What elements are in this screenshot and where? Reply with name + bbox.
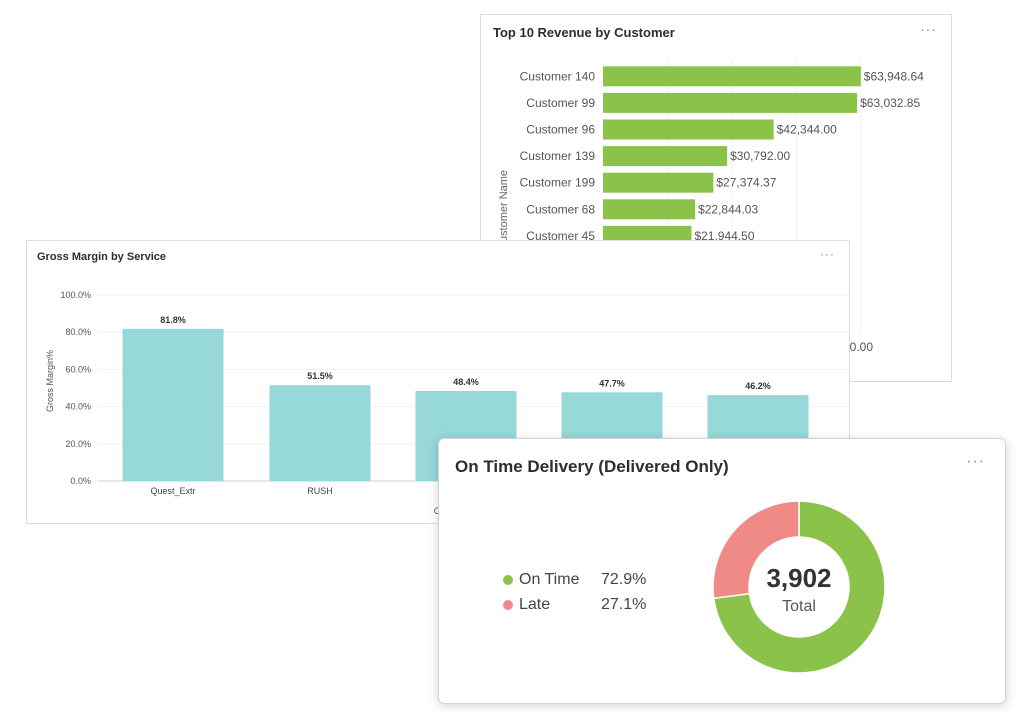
otd-card-title: On Time Delivery (Delivered Only) (455, 457, 729, 476)
donut-total-label: Total (782, 598, 816, 615)
gross-margin-x-axis-label: C (434, 506, 441, 516)
revenue-category-label: Customer 68 (526, 202, 595, 216)
revenue-card-more-icon[interactable]: ··· (920, 21, 937, 37)
revenue-chart-y-axis-label: Customer Name (498, 170, 510, 250)
gross-margin-y-axis-label: Gross Margin% (45, 350, 55, 412)
on-time-color-swatch (503, 574, 513, 585)
revenue-category-label: Customer 96 (526, 123, 595, 137)
revenue-bar[interactable] (603, 146, 728, 167)
revenue-category-label: Customer 139 (520, 149, 596, 163)
gross-margin-data-label: 47.7% (599, 378, 625, 388)
legend-label: Late (519, 595, 551, 613)
gross-margin-y-tick-label: 100.0% (60, 290, 91, 300)
revenue-category-label: Customer 45 (526, 229, 595, 243)
gross-margin-y-tick-label: 60.0% (65, 364, 91, 374)
revenue-data-label: $63,948.64 (864, 69, 924, 83)
gross-margin-data-label: 51.5% (307, 371, 333, 381)
gross-margin-y-tick-label: 0.0% (70, 476, 91, 486)
revenue-data-label: $63,032.85 (860, 96, 920, 110)
donut-slice-on-time[interactable] (712, 500, 886, 674)
revenue-card-title: Top 10 Revenue by Customer (493, 25, 675, 40)
gross-margin-y-tick-label: 80.0% (65, 327, 91, 337)
gross-margin-y-tick-label: 20.0% (65, 439, 91, 449)
revenue-data-label: $27,374.37 (716, 176, 776, 190)
revenue-category-label: Customer 99 (526, 96, 595, 110)
late-color-swatch (503, 599, 513, 610)
revenue-bar[interactable] (603, 119, 774, 140)
revenue-data-label: $30,792.00 (730, 149, 790, 163)
revenue-data-label: $42,344.00 (777, 123, 837, 137)
revenue-bar[interactable] (603, 92, 858, 113)
otd-donut-chart: 3,902 Total (712, 500, 886, 674)
gross-margin-data-label: 81.8% (160, 315, 186, 325)
revenue-category-label: Customer 140 (520, 69, 596, 83)
gross-margin-category-label: RUSH (307, 486, 333, 496)
legend-value: 27.1% (601, 595, 647, 613)
gross-margin-card-more-icon[interactable]: ··· (820, 247, 835, 261)
on-time-delivery-card: On Time Delivery (Delivered Only) ··· On… (438, 438, 1006, 704)
donut-slice-late[interactable] (712, 500, 800, 600)
gross-margin-data-label: 46.2% (745, 381, 771, 391)
gross-margin-y-tick-label: 40.0% (65, 402, 91, 412)
gross-margin-category-label: Quest_Extr (150, 486, 195, 496)
donut-total-value: 3,902 (766, 563, 831, 593)
legend-value: 72.9% (601, 570, 647, 588)
gross-margin-bar[interactable] (122, 328, 224, 481)
otd-legend: On Time 72.9% Late 27.1% (503, 567, 646, 617)
revenue-bar[interactable] (603, 66, 861, 87)
gross-margin-card-title: Gross Margin by Service (37, 251, 166, 263)
otd-card-more-icon[interactable]: ··· (966, 453, 985, 470)
legend-label: On Time (519, 570, 580, 588)
revenue-chart-x-tick-label: 00.00 (843, 340, 873, 354)
revenue-bar[interactable] (603, 172, 714, 193)
legend-item-on-time[interactable]: On Time 72.9% (503, 567, 646, 592)
revenue-chart: Customer Name Customer 140 Customer 99 Cus… (498, 59, 924, 354)
gross-margin-bar[interactable] (269, 385, 371, 481)
legend-item-late[interactable]: Late 27.1% (503, 592, 646, 617)
revenue-data-label: $22,844.03 (698, 202, 758, 216)
revenue-bar[interactable] (603, 199, 696, 220)
revenue-data-label: $21,944.50 (694, 229, 754, 243)
gross-margin-data-label: 48.4% (453, 377, 479, 387)
revenue-category-label: Customer 199 (520, 176, 596, 190)
